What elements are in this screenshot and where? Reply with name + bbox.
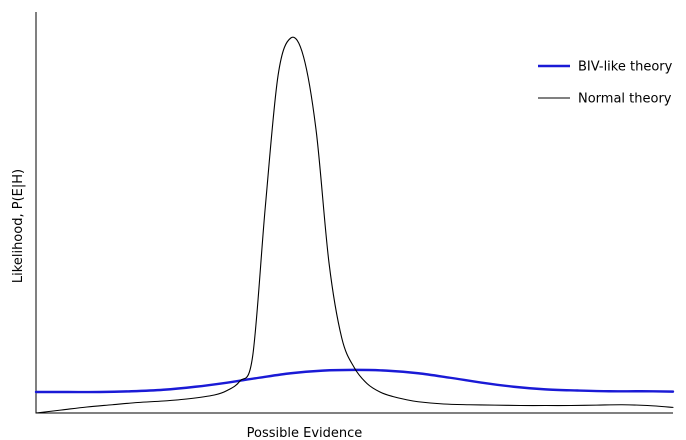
x-axis-title: Possible Evidence — [247, 426, 363, 440]
normal-theory-line — [35, 36, 674, 414]
legend: BIV-like theory Normal theory — [538, 60, 673, 107]
biv-like-theory-line — [34, 368, 675, 394]
legend-label-normal-theory: Normal theory — [578, 92, 672, 107]
legend-label-biv-like-theory: BIV-like theory — [578, 60, 673, 75]
y-axis-title: Likelihood, P(E|H) — [11, 169, 26, 283]
